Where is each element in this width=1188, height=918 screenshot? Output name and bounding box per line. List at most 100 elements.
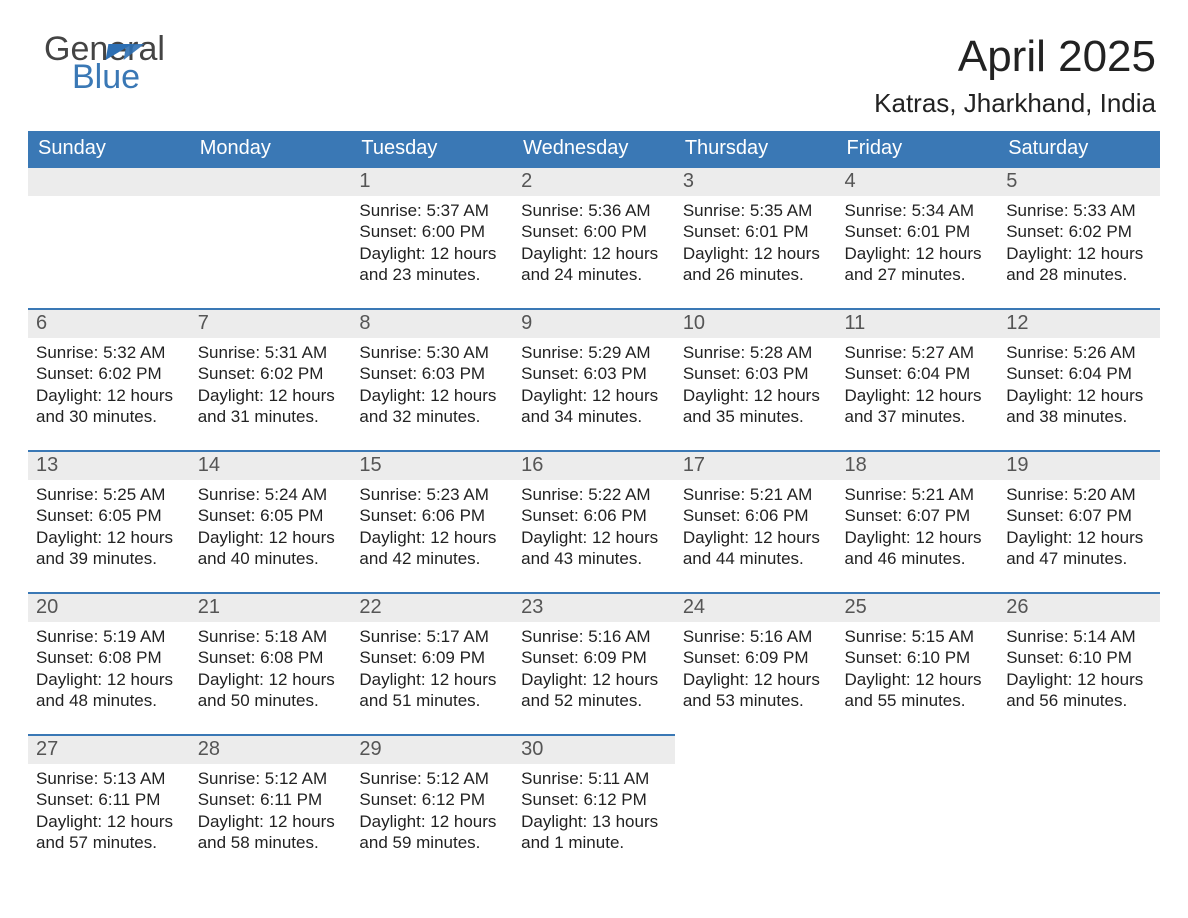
cell-body: Sunrise: 5:16 AMSunset: 6:09 PMDaylight:…: [675, 622, 837, 719]
sunrise-line: Sunrise: 5:37 AM: [359, 200, 505, 221]
sunrise-line: Sunrise: 5:14 AM: [1006, 626, 1152, 647]
cell-body: Sunrise: 5:25 AMSunset: 6:05 PMDaylight:…: [28, 480, 190, 577]
cell-body: Sunrise: 5:11 AMSunset: 6:12 PMDaylight:…: [513, 764, 675, 861]
sunset-line: Sunset: 6:00 PM: [521, 221, 667, 242]
day-number: 22: [351, 594, 513, 622]
sunrise-line: Sunrise: 5:32 AM: [36, 342, 182, 363]
cell-body: Sunrise: 5:24 AMSunset: 6:05 PMDaylight:…: [190, 480, 352, 577]
sunrise-line: Sunrise: 5:35 AM: [683, 200, 829, 221]
calendar-cell: 22Sunrise: 5:17 AMSunset: 6:09 PMDayligh…: [351, 593, 513, 735]
cell-body: Sunrise: 5:26 AMSunset: 6:04 PMDaylight:…: [998, 338, 1160, 435]
cell-body: Sunrise: 5:16 AMSunset: 6:09 PMDaylight:…: [513, 622, 675, 719]
cell-body: Sunrise: 5:15 AMSunset: 6:10 PMDaylight:…: [837, 622, 999, 719]
sunset-line: Sunset: 6:02 PM: [36, 363, 182, 384]
day-number: 8: [351, 310, 513, 338]
sunset-line: Sunset: 6:07 PM: [845, 505, 991, 526]
day-number: 30: [513, 736, 675, 764]
cell-body: Sunrise: 5:21 AMSunset: 6:07 PMDaylight:…: [837, 480, 999, 577]
cell-body: Sunrise: 5:29 AMSunset: 6:03 PMDaylight:…: [513, 338, 675, 435]
sunset-line: Sunset: 6:04 PM: [845, 363, 991, 384]
sunset-line: Sunset: 6:02 PM: [198, 363, 344, 384]
day-number: 7: [190, 310, 352, 338]
calendar-cell: 13Sunrise: 5:25 AMSunset: 6:05 PMDayligh…: [28, 451, 190, 593]
daylight-line: Daylight: 12 hours and 40 minutes.: [198, 527, 344, 570]
day-number: 16: [513, 452, 675, 480]
sunrise-line: Sunrise: 5:29 AM: [521, 342, 667, 363]
sunrise-line: Sunrise: 5:22 AM: [521, 484, 667, 505]
cell-body: Sunrise: 5:19 AMSunset: 6:08 PMDaylight:…: [28, 622, 190, 719]
calendar-cell: 30Sunrise: 5:11 AMSunset: 6:12 PMDayligh…: [513, 735, 675, 876]
cell-body: Sunrise: 5:20 AMSunset: 6:07 PMDaylight:…: [998, 480, 1160, 577]
day-number: 19: [998, 452, 1160, 480]
logo-text: General Blue: [44, 32, 165, 94]
sunrise-line: Sunrise: 5:18 AM: [198, 626, 344, 647]
calendar-cell: 16Sunrise: 5:22 AMSunset: 6:06 PMDayligh…: [513, 451, 675, 593]
cell-body: Sunrise: 5:12 AMSunset: 6:11 PMDaylight:…: [190, 764, 352, 861]
title-block: April 2025 Katras, Jharkhand, India: [874, 32, 1156, 131]
day-number: 10: [675, 310, 837, 338]
daylight-line: Daylight: 12 hours and 42 minutes.: [359, 527, 505, 570]
sunrise-line: Sunrise: 5:36 AM: [521, 200, 667, 221]
sunset-line: Sunset: 6:08 PM: [198, 647, 344, 668]
calendar-cell: 11Sunrise: 5:27 AMSunset: 6:04 PMDayligh…: [837, 309, 999, 451]
sunset-line: Sunset: 6:12 PM: [521, 789, 667, 810]
day-number: [837, 735, 999, 763]
cell-body: Sunrise: 5:31 AMSunset: 6:02 PMDaylight:…: [190, 338, 352, 435]
calendar-week-row: 27Sunrise: 5:13 AMSunset: 6:11 PMDayligh…: [28, 735, 1160, 876]
cell-body: Sunrise: 5:36 AMSunset: 6:00 PMDaylight:…: [513, 196, 675, 293]
cell-body: [998, 763, 1160, 775]
logo: General Blue: [44, 32, 143, 94]
sunrise-line: Sunrise: 5:16 AM: [521, 626, 667, 647]
cell-body: Sunrise: 5:14 AMSunset: 6:10 PMDaylight:…: [998, 622, 1160, 719]
daylight-line: Daylight: 12 hours and 55 minutes.: [845, 669, 991, 712]
calendar-cell: 28Sunrise: 5:12 AMSunset: 6:11 PMDayligh…: [190, 735, 352, 876]
cell-body: Sunrise: 5:18 AMSunset: 6:08 PMDaylight:…: [190, 622, 352, 719]
calendar-cell: [28, 167, 190, 309]
calendar-cell: 23Sunrise: 5:16 AMSunset: 6:09 PMDayligh…: [513, 593, 675, 735]
day-number: 26: [998, 594, 1160, 622]
day-number: 15: [351, 452, 513, 480]
day-header: Tuesday: [351, 131, 513, 167]
daylight-line: Daylight: 12 hours and 27 minutes.: [845, 243, 991, 286]
day-number: 18: [837, 452, 999, 480]
cell-body: Sunrise: 5:27 AMSunset: 6:04 PMDaylight:…: [837, 338, 999, 435]
calendar-cell: 18Sunrise: 5:21 AMSunset: 6:07 PMDayligh…: [837, 451, 999, 593]
day-number: 27: [28, 736, 190, 764]
daylight-line: Daylight: 12 hours and 23 minutes.: [359, 243, 505, 286]
cell-body: Sunrise: 5:32 AMSunset: 6:02 PMDaylight:…: [28, 338, 190, 435]
daylight-line: Daylight: 12 hours and 35 minutes.: [683, 385, 829, 428]
sunset-line: Sunset: 6:06 PM: [683, 505, 829, 526]
calendar-header-row: SundayMondayTuesdayWednesdayThursdayFrid…: [28, 131, 1160, 167]
cell-body: Sunrise: 5:37 AMSunset: 6:00 PMDaylight:…: [351, 196, 513, 293]
day-number: 1: [351, 168, 513, 196]
cell-body: Sunrise: 5:17 AMSunset: 6:09 PMDaylight:…: [351, 622, 513, 719]
day-header: Friday: [837, 131, 999, 167]
calendar-week-row: 1Sunrise: 5:37 AMSunset: 6:00 PMDaylight…: [28, 167, 1160, 309]
day-number: 14: [190, 452, 352, 480]
sunset-line: Sunset: 6:09 PM: [521, 647, 667, 668]
day-number: 25: [837, 594, 999, 622]
sunset-line: Sunset: 6:09 PM: [683, 647, 829, 668]
day-number: [675, 735, 837, 763]
sunset-line: Sunset: 6:03 PM: [521, 363, 667, 384]
sunrise-line: Sunrise: 5:12 AM: [198, 768, 344, 789]
daylight-line: Daylight: 12 hours and 43 minutes.: [521, 527, 667, 570]
cell-body: Sunrise: 5:23 AMSunset: 6:06 PMDaylight:…: [351, 480, 513, 577]
daylight-line: Daylight: 12 hours and 31 minutes.: [198, 385, 344, 428]
sunrise-line: Sunrise: 5:20 AM: [1006, 484, 1152, 505]
cell-body: Sunrise: 5:30 AMSunset: 6:03 PMDaylight:…: [351, 338, 513, 435]
daylight-line: Daylight: 12 hours and 38 minutes.: [1006, 385, 1152, 428]
daylight-line: Daylight: 12 hours and 52 minutes.: [521, 669, 667, 712]
day-header: Thursday: [675, 131, 837, 167]
day-number: [28, 168, 190, 196]
sunrise-line: Sunrise: 5:31 AM: [198, 342, 344, 363]
calendar-cell: 8Sunrise: 5:30 AMSunset: 6:03 PMDaylight…: [351, 309, 513, 451]
calendar-cell: 2Sunrise: 5:36 AMSunset: 6:00 PMDaylight…: [513, 167, 675, 309]
calendar-cell: 20Sunrise: 5:19 AMSunset: 6:08 PMDayligh…: [28, 593, 190, 735]
calendar-cell: [998, 735, 1160, 876]
sunset-line: Sunset: 6:12 PM: [359, 789, 505, 810]
day-header: Sunday: [28, 131, 190, 167]
day-number: 5: [998, 168, 1160, 196]
calendar-cell: 9Sunrise: 5:29 AMSunset: 6:03 PMDaylight…: [513, 309, 675, 451]
calendar-cell: 25Sunrise: 5:15 AMSunset: 6:10 PMDayligh…: [837, 593, 999, 735]
